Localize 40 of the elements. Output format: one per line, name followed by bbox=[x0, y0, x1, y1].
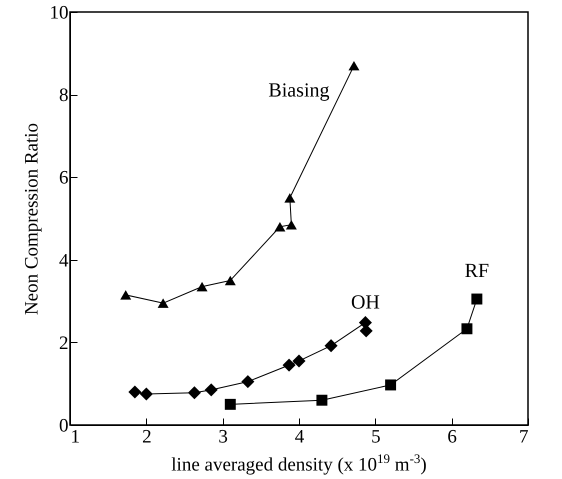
y-tick-label: 4 bbox=[59, 250, 69, 272]
y-tick-label: 8 bbox=[59, 85, 68, 106]
point bbox=[348, 60, 360, 70]
point bbox=[274, 222, 286, 232]
point bbox=[286, 220, 297, 230]
point bbox=[316, 394, 328, 406]
point bbox=[128, 385, 142, 398]
point bbox=[471, 294, 482, 305]
x-tick-label: 7 bbox=[519, 426, 528, 448]
series-label: Biasing bbox=[268, 80, 330, 102]
point bbox=[140, 388, 153, 401]
x-axis-title: line averaged density (x 10$^{19}$ m$^{-3}$) bbox=[170, 450, 428, 476]
series-label: OH bbox=[350, 292, 380, 314]
point bbox=[120, 290, 132, 300]
x-tick-label: 4 bbox=[294, 426, 305, 448]
point bbox=[284, 193, 296, 203]
point bbox=[224, 398, 236, 410]
point bbox=[385, 379, 396, 390]
y-tick-label: 6 bbox=[59, 168, 68, 189]
x-tick-label: 5 bbox=[371, 426, 381, 448]
x-tick-label: 6 bbox=[447, 426, 457, 448]
point bbox=[188, 386, 201, 400]
y-tick-label: 2 bbox=[59, 332, 68, 354]
point bbox=[292, 354, 306, 368]
point bbox=[158, 298, 169, 308]
x-tick-label: 3 bbox=[218, 426, 228, 448]
point bbox=[196, 282, 208, 292]
point bbox=[282, 358, 296, 372]
series-label: RF bbox=[464, 260, 490, 282]
point bbox=[204, 383, 218, 396]
point bbox=[461, 323, 472, 334]
y-tick-label: 0 bbox=[59, 416, 68, 436]
y-axis-title: Neon Compression Ratio bbox=[22, 122, 42, 316]
point bbox=[224, 276, 236, 286]
x-tick-label: 1 bbox=[70, 426, 80, 448]
point bbox=[360, 324, 373, 338]
point bbox=[241, 375, 254, 388]
y-tick-label: 10 bbox=[50, 2, 68, 24]
point bbox=[324, 339, 338, 352]
x-tick-label: 2 bbox=[142, 426, 152, 448]
